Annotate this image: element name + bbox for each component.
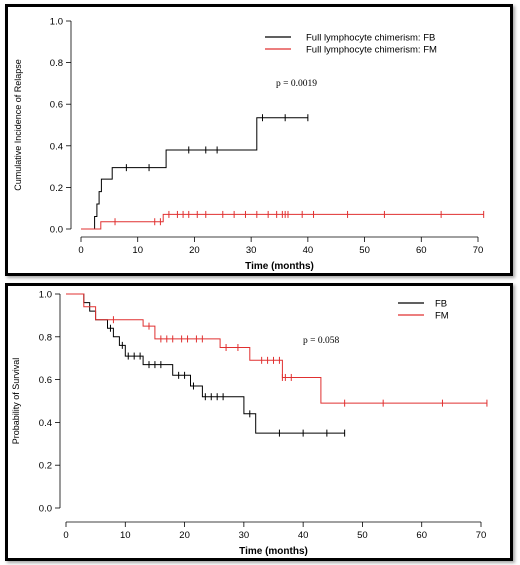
x-tick-label: 30 xyxy=(246,245,257,256)
x-axis-title: Time (months) xyxy=(239,546,308,557)
y-tick-label: 0.4 xyxy=(50,141,63,152)
y-tick-label: 0.2 xyxy=(50,183,63,194)
x-tick-label: 40 xyxy=(298,530,309,541)
x-tick-label: 60 xyxy=(416,245,427,256)
y-tick-label: 0.2 xyxy=(39,461,52,472)
survival-chart: 0.0 0.2 0.4 0.6 0.8 1.0 0 10 20 30 40 50 60 70 Time (m… xyxy=(11,290,488,557)
x-tick-label: 60 xyxy=(416,530,427,541)
legend-label: FM xyxy=(435,311,449,322)
series-line-fm xyxy=(66,293,487,404)
x-tick-label: 0 xyxy=(63,530,68,541)
series-line-fm xyxy=(81,213,484,230)
y-tick-label: 1.0 xyxy=(39,290,52,301)
relapse-chart: 0.0 0.2 0.4 0.6 0.8 1.0 0 10 20 30 40 50 60 70 Time (m… xyxy=(13,17,485,272)
legend-label: Full lymphocyte chimerism: FB xyxy=(306,33,435,44)
y-tick-label: 0.6 xyxy=(50,100,63,111)
x-tick-label: 50 xyxy=(357,530,368,541)
y-tick-label: 0.6 xyxy=(39,375,52,386)
x-tick-label: 70 xyxy=(476,530,487,541)
x-tick-label: 70 xyxy=(473,245,484,256)
y-axis-title: Probability of Survival xyxy=(11,358,21,445)
y-tick-label: 0.0 xyxy=(50,225,63,236)
x-tick-label: 20 xyxy=(179,530,190,541)
x-tick-label: 40 xyxy=(303,245,314,256)
y-tick-label: 1.0 xyxy=(50,17,63,28)
x-tick-label: 10 xyxy=(132,245,143,256)
x-tick-label: 50 xyxy=(359,245,370,256)
p-value-annotation: p = 0.0019 xyxy=(276,79,317,89)
x-axis-title: Time (months) xyxy=(245,261,314,272)
series-line-fb xyxy=(66,293,345,434)
legend-label: FB xyxy=(435,299,447,310)
legend-label: Full lymphocyte chimerism: FM xyxy=(306,45,437,56)
p-value-annotation: p = 0.058 xyxy=(303,336,339,346)
survival-chart-panel: 0.0 0.2 0.4 0.6 0.8 1.0 0 10 20 30 40 50 60 70 Time (m… xyxy=(5,283,513,561)
y-tick-label: 0.0 xyxy=(39,504,52,515)
relapse-chart-panel: 0.0 0.2 0.4 0.6 0.8 1.0 0 10 20 30 40 50 60 70 Time (m… xyxy=(5,4,513,276)
series-line-fb xyxy=(81,117,308,230)
x-tick-label: 10 xyxy=(120,530,131,541)
y-tick-label: 0.8 xyxy=(39,332,52,343)
x-tick-label: 20 xyxy=(189,245,200,256)
x-tick-label: 0 xyxy=(78,245,83,256)
y-tick-label: 0.8 xyxy=(50,58,63,69)
y-axis-title: Cumulative Incidence of Relapse xyxy=(13,59,23,191)
x-tick-label: 30 xyxy=(239,530,250,541)
y-tick-label: 0.4 xyxy=(39,418,52,429)
